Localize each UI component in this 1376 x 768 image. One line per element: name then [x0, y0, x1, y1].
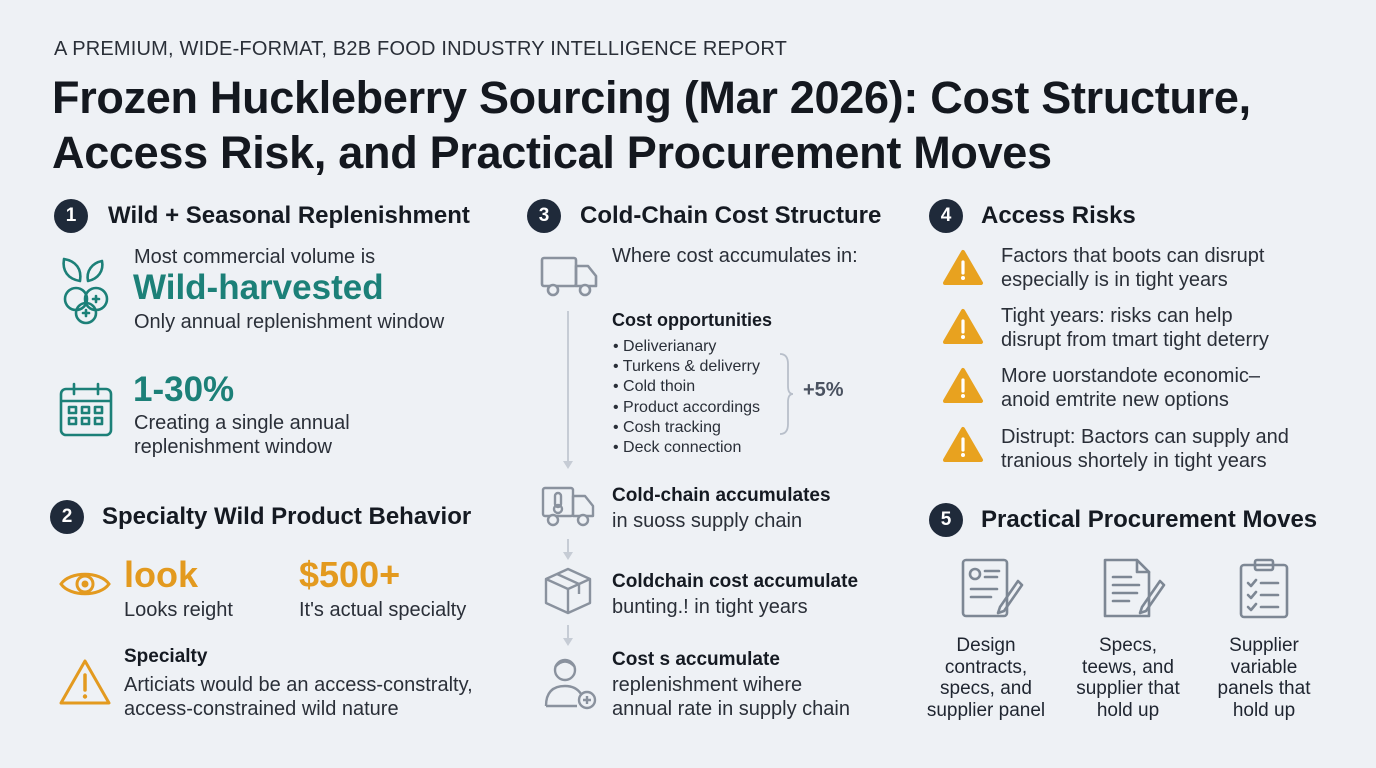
risk-2-line-1: Tight years: risks can help	[1001, 305, 1233, 327]
worker-icon	[544, 658, 597, 710]
s3-step-3-line-2: annual rate in supply chain	[612, 698, 850, 720]
section-1-title: Wild + Seasonal Replenishment	[108, 202, 470, 229]
section-1-badge: 1	[54, 199, 88, 233]
section-5-header: 5 Practical Procurement Moves	[929, 503, 1317, 537]
risk-4-line-1: Distrupt: Bactors can supply and	[1001, 426, 1289, 448]
move-2: Specs, teews, and supplier that hold up	[1058, 635, 1198, 721]
truck-icon	[540, 256, 598, 297]
risk-3-line-1: More uorstandote economic–	[1001, 365, 1261, 387]
move-2-line: supplier that	[1076, 678, 1180, 699]
s3-step-1-sub: in suoss supply chain	[612, 510, 803, 532]
s1-sub: Only annual replenishment window	[134, 311, 445, 333]
s3-step-2-sub: bunting.! in tight years	[612, 596, 808, 618]
berry-icon	[62, 257, 109, 325]
list-item: Deliverianary	[613, 337, 760, 357]
section-4-title: Access Risks	[981, 202, 1136, 229]
list-item: Deck connection	[613, 438, 760, 458]
s2-note-line-2: access-constrained wild nature	[124, 698, 399, 720]
move-2-line: teews, and	[1082, 656, 1174, 678]
move-2-line: hold up	[1096, 699, 1160, 721]
s3-bracket-value: +5%	[803, 379, 844, 401]
risk-3-line-2: anoid emtrite new options	[1001, 389, 1229, 411]
s3-step-3-line-1: replenishment wihere	[612, 674, 803, 696]
list-item: Turkens & deliverry	[613, 357, 760, 377]
flow-arrow-2	[563, 552, 573, 560]
section-2-badge: 2	[50, 500, 84, 534]
flow-line-3	[567, 625, 569, 639]
s1-stat-line-2: replenishment window	[134, 436, 332, 458]
s1-lead: Most commercial volume is	[134, 246, 376, 268]
s2-note-title: Specialty	[124, 646, 208, 667]
warning-icon	[943, 250, 983, 285]
flow-arrow-1	[563, 461, 573, 469]
warning-icon	[943, 427, 983, 462]
move-3: Supplier variable panels that hold up	[1194, 635, 1334, 721]
s3-opp-title: Cost opportunities	[612, 310, 772, 330]
s1-stat: 1-30%	[133, 370, 235, 409]
s1-highlight: Wild-harvested	[133, 268, 384, 307]
section-3-badge: 3	[527, 199, 561, 233]
s2-kpi-2-label: It's actual specialty	[299, 599, 467, 621]
move-3-line: variable	[1230, 656, 1298, 678]
list-item: Cold thoin	[613, 377, 760, 397]
calendar-icon	[59, 382, 113, 437]
move-1: Design contracts, specs, and supplier pa…	[916, 635, 1056, 721]
s3-lead: Where cost accumulates in:	[612, 245, 858, 267]
bracket-icon	[779, 353, 794, 435]
s3-step-2-title: Coldchain cost accumulate	[612, 571, 859, 592]
s2-kpi-2-value: $500+	[299, 554, 401, 595]
s2-kpi-1-label: Looks reight	[124, 599, 233, 621]
section-2-title: Specialty Wild Product Behavior	[102, 503, 472, 530]
page-title: Frozen Huckleberry Sourcing (Mar 2026): …	[52, 70, 1342, 180]
title-line-2: Access Risk, and Practical Procurement M…	[52, 127, 1052, 178]
move-3-line: panels that	[1217, 678, 1311, 699]
list-item: Cosh tracking	[613, 418, 760, 438]
s1-stat-line-1: Creating a single annual	[134, 412, 350, 434]
s3-step-1-title: Cold-chain accumulates	[612, 485, 831, 506]
move-1-line: supplier panel	[926, 699, 1046, 721]
section-1-header: 1 Wild + Seasonal Replenishment	[54, 199, 470, 233]
section-3-title: Cold-Chain Cost Structure	[580, 202, 882, 229]
thermometer-truck-icon	[541, 486, 595, 527]
title-line-1: Frozen Huckleberry Sourcing (Mar 2026): …	[52, 72, 1251, 123]
section-5-badge: 5	[929, 503, 963, 537]
section-2-header: 2 Specialty Wild Product Behavior	[50, 500, 471, 534]
s3-bullet-list: Deliverianary Turkens & deliverry Cold t…	[613, 337, 760, 458]
warning-icon	[943, 368, 983, 403]
document-pen-icon	[1103, 558, 1166, 618]
section-4-header: 4 Access Risks	[929, 199, 1136, 233]
section-4-badge: 4	[929, 199, 963, 233]
risk-4-line-2: tranious shortely in tight years	[1001, 450, 1267, 472]
move-3-line: Supplier	[1229, 635, 1299, 656]
move-3-line: hold up	[1232, 699, 1296, 721]
box-icon	[544, 567, 592, 615]
flow-line-2	[567, 539, 569, 553]
contract-pen-icon	[961, 558, 1024, 618]
section-3-header: 3 Cold-Chain Cost Structure	[527, 199, 881, 233]
move-1-line: Design	[956, 635, 1016, 656]
list-item: Product accordings	[613, 398, 760, 418]
risk-2-line-2: disrupt from tmart tight deterry	[1001, 329, 1269, 351]
s2-kpi-1-value: look	[124, 554, 199, 595]
move-2-line: Specs,	[1098, 635, 1158, 656]
risk-1-line-1: Factors that boots can disrupt	[1001, 245, 1265, 267]
warning-outline-icon	[59, 659, 111, 705]
checklist-icon	[1239, 558, 1289, 619]
move-1-line: specs, and	[940, 678, 1032, 699]
s2-note-line-1: Articiats would be an access-constralty,	[124, 674, 473, 696]
flow-line-1	[567, 311, 569, 461]
risk-1-line-2: especially is in tight years	[1001, 269, 1228, 291]
move-1-line: contracts,	[944, 656, 1028, 678]
report-eyebrow: A PREMIUM, WIDE-FORMAT, B2B FOOD INDUSTR…	[54, 38, 788, 60]
eye-icon	[59, 572, 111, 596]
flow-arrow-3	[563, 638, 573, 646]
section-5-title: Practical Procurement Moves	[981, 506, 1318, 533]
warning-icon	[943, 309, 983, 344]
s3-step-3-title: Cost s accumulate	[612, 649, 780, 670]
